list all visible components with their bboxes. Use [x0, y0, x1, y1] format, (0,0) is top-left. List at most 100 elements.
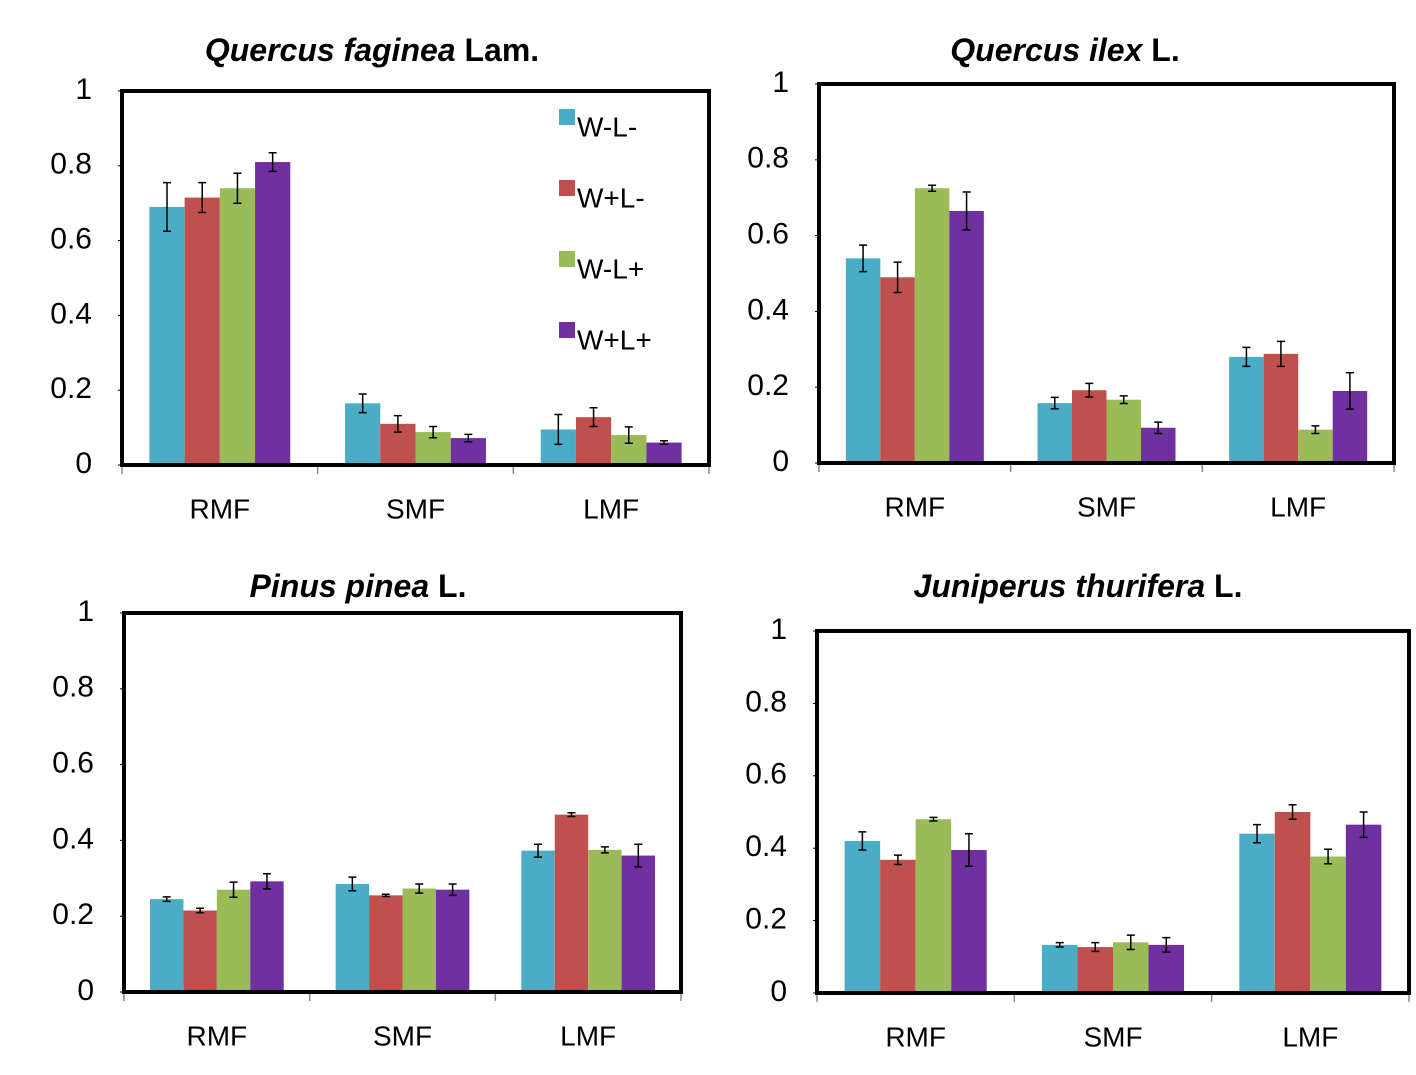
bar: [1041, 944, 1078, 993]
x-tick-label: LMF: [1282, 1021, 1338, 1052]
error-bar: [624, 426, 633, 445]
y-tick-label: 0: [772, 445, 789, 478]
y-tick-label: 0.8: [745, 685, 787, 718]
y-tick-label: 0.8: [52, 671, 94, 704]
bar: [521, 850, 555, 992]
x-tick-label: RMF: [187, 1020, 248, 1051]
y-tick-label: 1: [75, 73, 92, 106]
y-tick-label: 0.2: [52, 898, 94, 931]
error-bar: [233, 172, 242, 204]
error-bar: [1288, 804, 1297, 820]
x-tick-label: RMF: [885, 1021, 946, 1052]
bar: [1229, 356, 1264, 463]
error-bar: [1253, 823, 1262, 844]
legend-label: W-L+: [577, 253, 644, 284]
bar: [1077, 947, 1113, 993]
error-bar: [893, 854, 902, 866]
y-tick-label: 0.4: [745, 830, 787, 863]
bar: [219, 188, 256, 466]
y-tick-label: 0: [770, 975, 787, 1008]
chart-title: Pinus pinea L.: [250, 568, 467, 604]
error-bar: [600, 846, 609, 854]
bar: [183, 910, 217, 992]
legend-swatch: [559, 180, 575, 196]
error-bar: [589, 407, 598, 428]
y-tick-label: 0.4: [52, 822, 94, 855]
y-tick-label: 0: [75, 447, 92, 480]
bar: [554, 814, 589, 992]
bar: [1298, 429, 1333, 463]
bar: [335, 883, 370, 992]
error-bar: [554, 413, 563, 446]
chart-title: Quercus faginea Lam.: [205, 32, 539, 68]
x-tick-label: RMF: [885, 491, 946, 522]
error-bar: [659, 439, 668, 446]
error-bar: [634, 843, 643, 868]
error-bar: [1324, 848, 1333, 865]
bar: [402, 888, 436, 992]
y-tick-label: 1: [770, 613, 787, 646]
title-author: Lam.: [464, 32, 539, 68]
y-tick-label: 0.8: [747, 142, 789, 175]
y-tick-label: 0.4: [747, 293, 789, 326]
error-bar: [1126, 934, 1135, 951]
legend-swatch: [559, 322, 575, 338]
y-tick-label: 0.8: [50, 148, 92, 181]
bar: [1239, 833, 1275, 993]
bar: [845, 258, 881, 463]
x-tick-label: LMF: [583, 493, 639, 524]
x-tick-label: LMF: [560, 1020, 616, 1051]
y-tick-label: 0.4: [50, 297, 92, 330]
error-bar: [1162, 936, 1171, 953]
x-tick-label: SMF: [373, 1020, 432, 1051]
x-tick-label: SMF: [1083, 1021, 1142, 1052]
bar: [435, 889, 470, 992]
y-tick-label: 0.6: [50, 223, 92, 256]
error-bar: [348, 876, 357, 892]
bar: [588, 849, 622, 992]
error-bar: [429, 425, 438, 439]
y-tick-label: 0.6: [747, 218, 789, 251]
title-author: L.: [1214, 568, 1242, 604]
y-tick-label: 0.2: [50, 372, 92, 405]
bar: [1113, 942, 1149, 993]
plot-frame: [122, 611, 683, 994]
error-bar: [229, 881, 238, 898]
legend-swatch: [559, 109, 575, 125]
error-bar: [1055, 941, 1064, 948]
bar: [621, 855, 656, 992]
bar: [1037, 403, 1072, 463]
y-tick-label: 1: [772, 66, 789, 99]
bar: [149, 899, 184, 992]
title-species: Quercus ilex: [950, 32, 1143, 68]
error-bar: [358, 393, 367, 414]
title-species: Quercus faginea: [205, 32, 456, 68]
error-bar: [1242, 346, 1251, 368]
error-bar: [1119, 395, 1128, 405]
error-bar: [262, 873, 271, 890]
y-tick-label: 0: [77, 974, 94, 1007]
bar: [1148, 944, 1185, 993]
error-bar: [964, 832, 973, 868]
error-bar: [196, 907, 205, 914]
plot-frame: [120, 89, 711, 467]
y-tick-label: 0.2: [745, 903, 787, 936]
legend-swatch: [559, 251, 575, 267]
error-bar: [1311, 425, 1320, 435]
error-bar: [393, 414, 402, 433]
error-bar: [162, 896, 171, 903]
legend-label: W+L-: [577, 182, 645, 213]
bar: [1310, 856, 1346, 993]
y-tick-label: 0.2: [747, 369, 789, 402]
error-bar: [163, 181, 172, 232]
legend-label: W+L+: [577, 324, 652, 355]
error-bar: [929, 816, 938, 822]
y-tick-label: 0.6: [745, 758, 787, 791]
title-species: Juniperus thurifera: [914, 568, 1206, 604]
bar: [1345, 824, 1382, 993]
bar: [369, 895, 403, 992]
error-bar: [415, 883, 424, 894]
title-species: Pinus pinea: [250, 568, 430, 604]
error-bar: [1345, 372, 1354, 410]
error-bar: [1276, 340, 1285, 368]
